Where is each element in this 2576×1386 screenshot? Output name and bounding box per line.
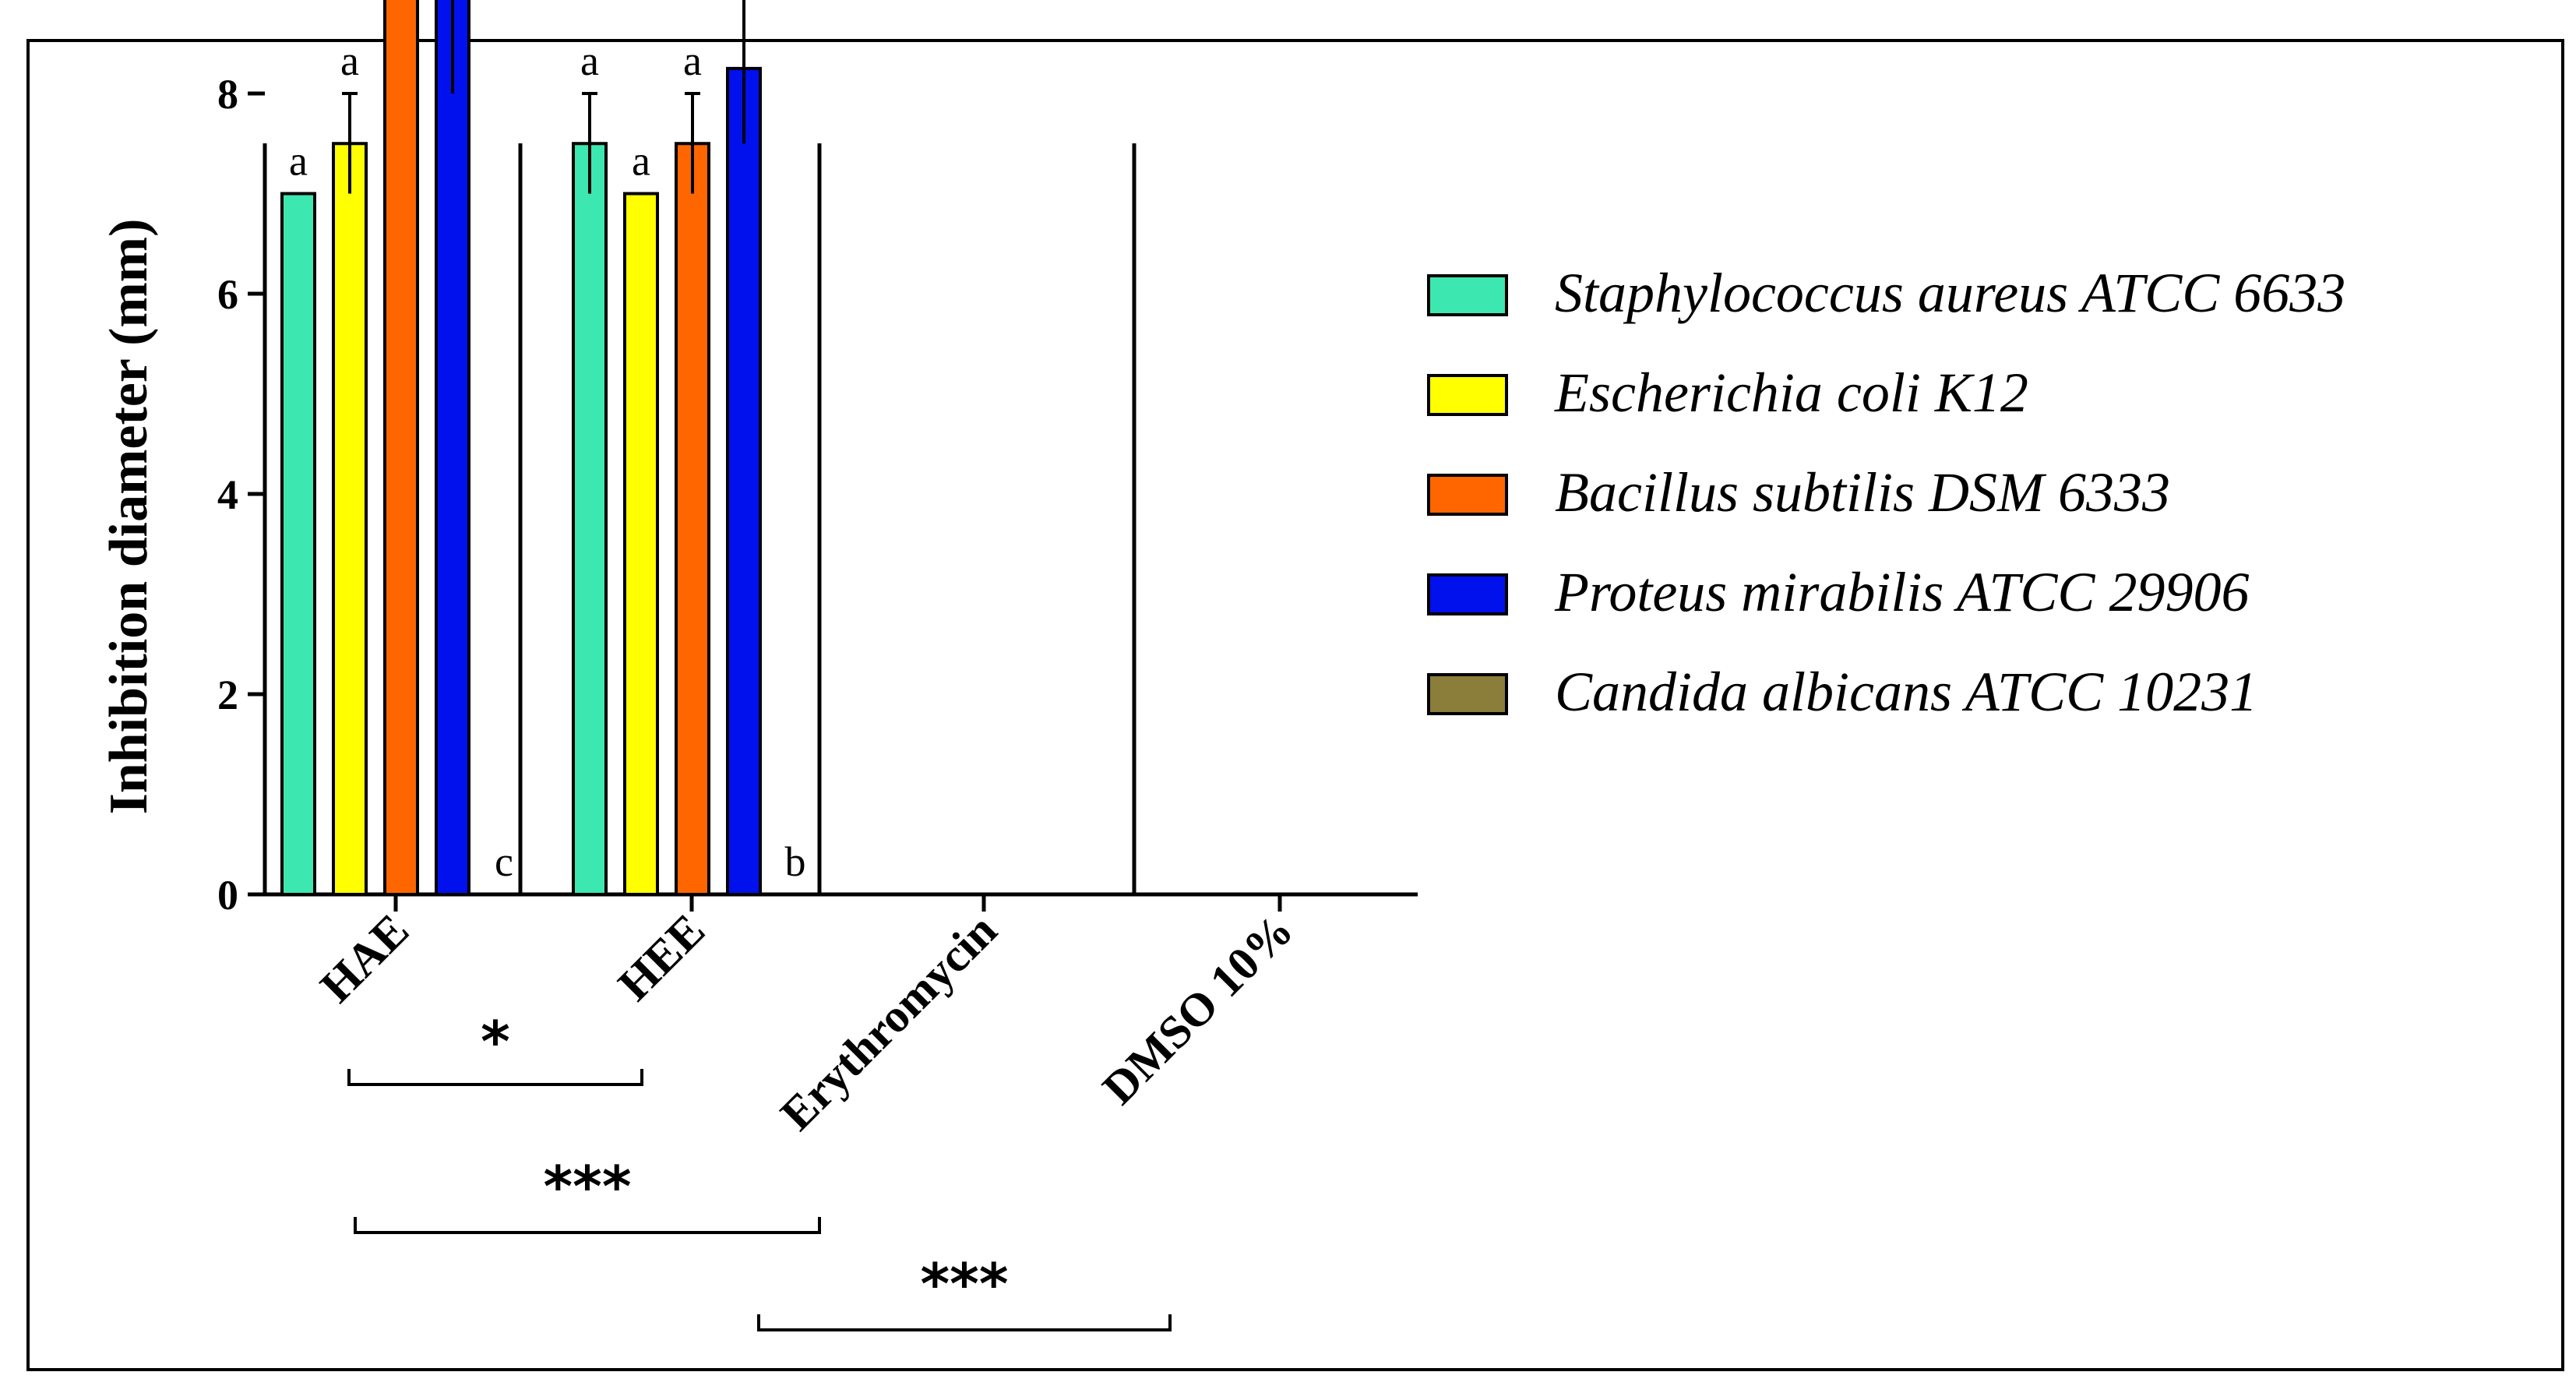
significance-letter: c bbox=[495, 838, 513, 885]
bar bbox=[675, 142, 710, 896]
legend-label: Staphylococcus aureus ATCC 6633 bbox=[1555, 262, 2345, 324]
legend-swatch bbox=[1427, 474, 1508, 516]
bar bbox=[332, 142, 368, 896]
y-tick-label: 8 bbox=[217, 71, 238, 118]
significance-letter: a bbox=[580, 37, 599, 84]
bar bbox=[572, 142, 608, 896]
legend: Staphylococcus aureus ATCC 6633 Escherich… bbox=[1427, 262, 2345, 723]
legend-swatch bbox=[1427, 573, 1508, 615]
bar bbox=[726, 66, 762, 896]
legend-swatch bbox=[1427, 274, 1508, 316]
y-tick-label: 6 bbox=[217, 271, 238, 318]
significance-bracket bbox=[354, 1217, 821, 1234]
significance-bracket bbox=[757, 1314, 1172, 1331]
legend-label: Bacillus subtilis DSM 6333 bbox=[1555, 461, 2170, 524]
significance-letter: a bbox=[289, 138, 308, 185]
significance-letter: a bbox=[632, 138, 650, 185]
bar bbox=[280, 192, 316, 896]
significance-brackets: ******* bbox=[347, 1009, 1172, 1331]
legend-swatch bbox=[1427, 673, 1508, 715]
significance-letter: a bbox=[683, 37, 702, 84]
significance-label: * bbox=[481, 1009, 510, 1074]
y-tick-label: 0 bbox=[217, 872, 238, 919]
bar bbox=[435, 0, 470, 896]
bar bbox=[623, 192, 659, 896]
legend-swatch bbox=[1427, 374, 1508, 416]
y-axis-title: Inhibition diameter (mm) bbox=[99, 219, 159, 815]
significance-label: *** bbox=[544, 1154, 632, 1219]
legend-label: Candida albicans ATCC 10231 bbox=[1555, 661, 2257, 723]
significance-letter: a bbox=[340, 37, 359, 84]
y-tick-label: 4 bbox=[217, 471, 238, 518]
y-tick-label: 2 bbox=[217, 672, 238, 718]
legend-label: Proteus mirabilis ATCC 29906 bbox=[1554, 561, 2249, 623]
significance-label: *** bbox=[921, 1251, 1009, 1317]
significance-bracket bbox=[347, 1069, 643, 1086]
legend-label: Escherichia coli K12 bbox=[1554, 361, 2028, 424]
bar bbox=[383, 0, 419, 896]
significance-letter: b bbox=[785, 838, 806, 885]
